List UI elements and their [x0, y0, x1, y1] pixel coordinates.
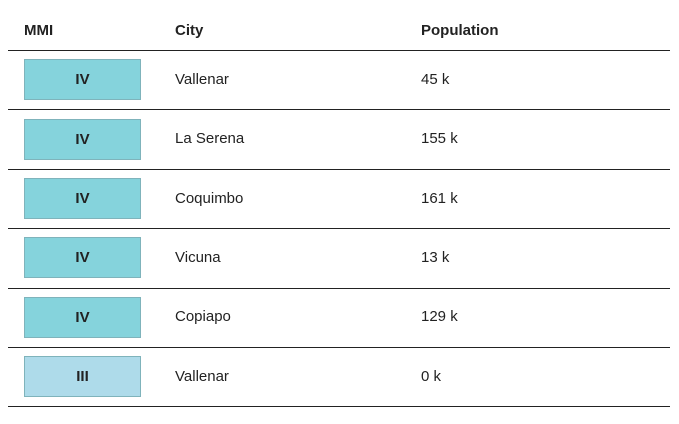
column-header: MMI — [24, 22, 54, 39]
row-rule — [8, 228, 670, 230]
city: Vallenar — [175, 70, 229, 88]
city: Vicuna — [175, 248, 221, 266]
mmi-badge: IV — [24, 237, 141, 279]
mmi-badge: III — [24, 356, 141, 398]
row-rule — [8, 168, 670, 170]
population: 0 k — [421, 367, 442, 385]
population: 45 k — [421, 70, 450, 88]
city: Vallenar — [175, 367, 229, 385]
population: 13 k — [421, 248, 450, 266]
population: 129 k — [421, 308, 458, 326]
population: 155 k — [421, 130, 458, 148]
header-rule — [8, 50, 670, 51]
row-rule — [8, 347, 670, 348]
row-rule — [8, 406, 670, 408]
mmi-badge: IV — [24, 59, 141, 101]
mmi-badge: IV — [24, 296, 141, 338]
city: Coquimbo — [175, 189, 244, 207]
population: 161 k — [421, 189, 458, 207]
column-header: Population — [421, 22, 499, 39]
city: La Serena — [175, 130, 245, 148]
row-rule — [8, 287, 670, 289]
city: Copiapo — [175, 308, 231, 326]
mmi-badge: IV — [24, 178, 141, 219]
mmi-badge: IV — [24, 118, 141, 160]
row-rule — [8, 109, 670, 111]
column-header: City — [175, 22, 204, 39]
